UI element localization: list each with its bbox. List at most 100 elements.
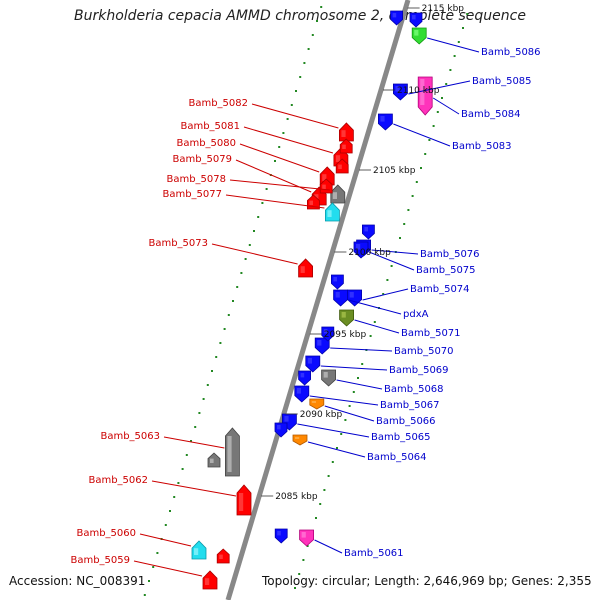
forward-gene-Bamb_5085 [392, 83, 408, 101]
track-tick [253, 230, 255, 232]
track-tick [202, 398, 205, 400]
track-tick [240, 272, 243, 274]
reverse-gene-Bamb_5082 [338, 122, 354, 142]
reverse-gene-Bamb_5063 [224, 427, 240, 477]
forward-gene-Bamb_5086 [411, 27, 427, 45]
forward-gene-label: Bamb_5070 [394, 346, 454, 357]
track-tick [386, 279, 389, 281]
track-tick [344, 419, 347, 421]
gene-feature [361, 224, 375, 240]
reverse-gene-Bamb_5073 [298, 258, 314, 278]
reverse-gene-label: Bamb_5082 [188, 98, 248, 109]
gene-feature [274, 528, 288, 544]
forward-gene-pdxA [333, 289, 349, 307]
forward-leader-line [368, 251, 415, 271]
track-tick [320, 6, 323, 8]
forward-gene-label: Bamb_5085 [472, 76, 532, 87]
track-tick [302, 559, 305, 561]
forward-leader-line [336, 379, 383, 390]
forward-gene-Bamb_5066 [309, 398, 325, 410]
reverse-gene-Bamb_5059 [202, 570, 218, 590]
reverse-gene-label: Bamb_5080 [176, 138, 236, 149]
track-tick [223, 328, 226, 330]
track-tick [432, 125, 435, 127]
reverse-gene-label: Bamb_5081 [180, 121, 240, 132]
gene-feature [216, 548, 230, 564]
track-tick [152, 566, 155, 568]
forward-leader-line [348, 299, 402, 315]
forward-gene-label: Bamb_5069 [389, 365, 449, 376]
gene-feature [330, 274, 344, 290]
track-tick [466, 13, 469, 15]
track-tick [236, 286, 239, 288]
reverse-leader-line [133, 560, 203, 577]
kbp-label: 2090 kbp [300, 410, 343, 420]
track-tick [181, 468, 184, 470]
sequence-summary: Topology: circular; Length: 2,646,969 bp… [262, 574, 592, 588]
forward-leader-line [314, 539, 343, 554]
track-tick [156, 552, 159, 554]
forward-gene-Bamb_5075 [353, 241, 369, 259]
forward-gene-label: Bamb_5086 [481, 47, 541, 58]
forward-gene-label: Bamb_5061 [344, 548, 404, 559]
forward-gene-Bamb_5074 [347, 289, 363, 307]
track-tick [424, 153, 427, 155]
track-tick [420, 167, 422, 169]
kbp-label: 2085 kbp [275, 492, 318, 502]
track-tick [307, 48, 310, 50]
forward-leader-line [324, 405, 375, 422]
track-tick [316, 20, 318, 22]
forward-gene-label: Bamb_5066 [376, 416, 436, 427]
gene-labels: Bamb_5086 Bamb_5085 Bamb_5084 Bamb_5083 Bamb… [70, 37, 541, 577]
forward-gene-Bamb_5083 [377, 113, 393, 131]
reverse-leader-line [243, 126, 334, 154]
track-tick [248, 244, 251, 246]
kbp-markers: 2115 kbp 2110 kbp 2105 kbp 2100 kbp 2095 kbp… [261, 4, 464, 502]
track-tick [185, 454, 188, 456]
track-tick [457, 41, 460, 43]
kbp-label: 2110 kbp [397, 86, 440, 96]
chromosome-backbone [225, 0, 411, 600]
track-tick [278, 146, 281, 148]
track-tick [299, 76, 302, 78]
track-tick [327, 475, 330, 477]
reverse-gene-Bamb_5077 [324, 202, 340, 222]
forward-gene-label: Bamb_5064 [367, 452, 427, 463]
track-tick [294, 587, 296, 589]
track-tick [428, 139, 431, 141]
track-tick [211, 370, 213, 372]
forward-gene-Bamb_5069 [305, 355, 321, 373]
track-tick [436, 111, 439, 113]
track-tick [348, 405, 351, 407]
forward-gene-label: Bamb_5068 [384, 384, 444, 395]
track-tick [143, 594, 146, 596]
forward-leader-line [330, 347, 393, 352]
forward-leader-line [371, 249, 419, 255]
reverse-gene-label: Bamb_5059 [70, 555, 130, 566]
track-tick [403, 223, 406, 225]
track-tick [232, 300, 234, 302]
forward-gene-label: Bamb_5084 [461, 109, 521, 120]
forward-gene-label: Bamb_5076 [420, 249, 480, 260]
track-tick [462, 27, 464, 29]
gene-feature [339, 138, 353, 154]
reverse-leader-line [225, 194, 325, 209]
gene-feature [274, 422, 288, 438]
reverse-gene-label: Bamb_5073 [148, 238, 208, 249]
track-tick [315, 517, 317, 519]
kbp-label: 2105 kbp [373, 166, 416, 176]
track-tick [215, 356, 218, 358]
track-tick [219, 342, 222, 344]
forward-gene-Bamb_5061 [299, 529, 315, 547]
forward-gene-Bamb_5068 [321, 369, 337, 387]
track-tick [265, 188, 268, 190]
forward-gene-Bamb_5084 [417, 76, 433, 116]
forward-gene-label: pdxA [403, 309, 429, 320]
track-tick [415, 181, 418, 183]
kbp-label: 2100 kbp [348, 248, 391, 258]
reverse-gene-Bamb_5060 [191, 540, 207, 560]
track-tick [306, 545, 309, 547]
reverse-leader-line [151, 480, 237, 497]
forward-leader-line [307, 441, 366, 458]
track-tick [373, 321, 376, 323]
